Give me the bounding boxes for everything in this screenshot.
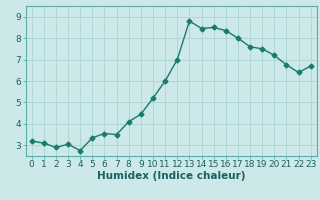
X-axis label: Humidex (Indice chaleur): Humidex (Indice chaleur) bbox=[97, 171, 245, 181]
